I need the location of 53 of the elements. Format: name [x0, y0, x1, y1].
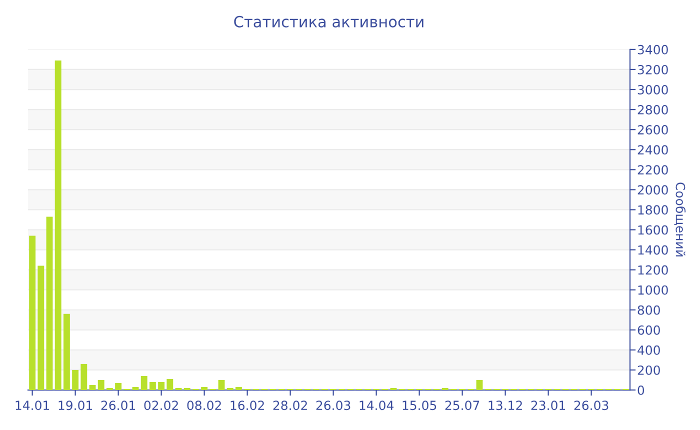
bar	[89, 385, 96, 390]
chart-title: Статистика активности	[234, 16, 424, 28]
y-tick-label: 600	[638, 325, 660, 335]
bar	[80, 364, 88, 390]
y-tick-label: 3200	[638, 64, 668, 74]
bar	[201, 387, 208, 390]
y-tick-label: 400	[638, 345, 660, 355]
x-tick-label: 15.05	[402, 400, 436, 410]
bar	[115, 383, 122, 390]
x-tick-label: 14.04	[360, 400, 394, 410]
x-tick-label: 23.01	[531, 400, 566, 410]
bar	[235, 387, 242, 390]
x-tick-label: 02.02	[144, 400, 178, 410]
bar	[132, 387, 139, 390]
bar	[72, 370, 79, 390]
y-tick-label: 1600	[638, 225, 668, 235]
bar	[476, 380, 483, 390]
y-tick-label: 2800	[638, 105, 668, 114]
bar	[158, 382, 165, 390]
bar	[29, 236, 36, 390]
y-tick-label: 2600	[638, 125, 668, 135]
x-tick-label: 16.02	[230, 400, 264, 410]
y-tick-label: 3000	[638, 84, 668, 94]
y-tick-label: 2400	[638, 145, 668, 155]
y-axis-title: Сообщений	[674, 182, 686, 256]
bar	[38, 266, 44, 390]
x-tick-label: 26.01	[101, 400, 136, 410]
x-tick-label: 14.01	[16, 400, 50, 410]
bar	[140, 376, 148, 390]
y-tick-label: 1000	[638, 285, 668, 295]
bar	[98, 380, 104, 390]
x-tick-label: 26.03	[574, 400, 608, 410]
y-tick-label: 3400	[638, 44, 668, 54]
y-tick-label: 1400	[638, 245, 668, 255]
x-tick-label: 28.02	[273, 400, 307, 410]
x-tick-label: 26.03	[316, 400, 350, 410]
x-tick-label: 13.12	[488, 400, 522, 410]
y-tick-label: 800	[638, 305, 660, 315]
bar	[166, 378, 174, 390]
y-tick-label: 1800	[638, 205, 668, 215]
y-tick-label: 2000	[638, 185, 668, 195]
bar	[218, 380, 225, 390]
bar	[63, 314, 70, 390]
y-tick-label: 2200	[638, 165, 668, 175]
y-tick-label: 1200	[638, 265, 668, 275]
x-tick-label: 08.02	[187, 400, 221, 410]
bar	[54, 60, 62, 390]
bar	[149, 382, 156, 390]
y-tick-label: 200	[638, 365, 660, 375]
bar	[46, 216, 53, 390]
y-tick-label: 0	[638, 385, 644, 395]
x-tick-label: 25.07	[445, 400, 480, 410]
x-tick-label: 19.01	[58, 400, 92, 410]
